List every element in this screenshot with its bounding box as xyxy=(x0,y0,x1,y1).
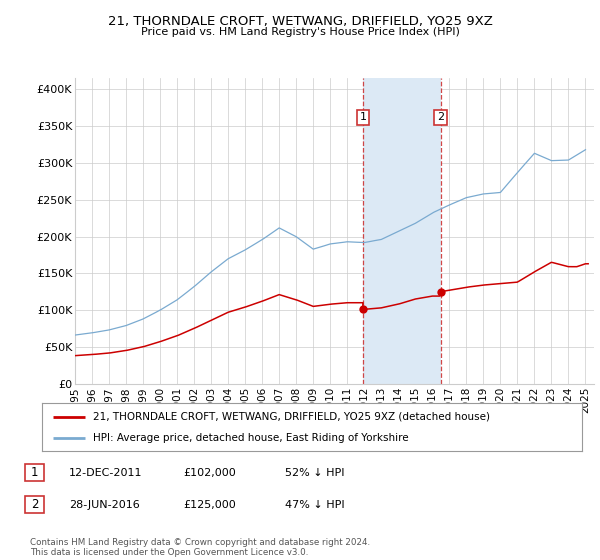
Bar xyxy=(363,78,440,384)
Text: 52% ↓ HPI: 52% ↓ HPI xyxy=(285,468,344,478)
Text: 2: 2 xyxy=(437,113,444,123)
Text: £125,000: £125,000 xyxy=(183,500,236,510)
Text: Price paid vs. HM Land Registry's House Price Index (HPI): Price paid vs. HM Land Registry's House … xyxy=(140,27,460,37)
Text: 47% ↓ HPI: 47% ↓ HPI xyxy=(285,500,344,510)
Text: £102,000: £102,000 xyxy=(183,468,236,478)
Text: 12-DEC-2011: 12-DEC-2011 xyxy=(69,468,143,478)
Text: HPI: Average price, detached house, East Riding of Yorkshire: HPI: Average price, detached house, East… xyxy=(94,433,409,444)
Text: 28-JUN-2016: 28-JUN-2016 xyxy=(69,500,140,510)
Text: 21, THORNDALE CROFT, WETWANG, DRIFFIELD, YO25 9XZ: 21, THORNDALE CROFT, WETWANG, DRIFFIELD,… xyxy=(107,15,493,27)
Text: 2: 2 xyxy=(31,498,38,511)
Text: 1: 1 xyxy=(359,113,367,123)
Text: 1: 1 xyxy=(31,466,38,479)
Text: 21, THORNDALE CROFT, WETWANG, DRIFFIELD, YO25 9XZ (detached house): 21, THORNDALE CROFT, WETWANG, DRIFFIELD,… xyxy=(94,412,490,422)
Text: Contains HM Land Registry data © Crown copyright and database right 2024.
This d: Contains HM Land Registry data © Crown c… xyxy=(30,538,370,557)
